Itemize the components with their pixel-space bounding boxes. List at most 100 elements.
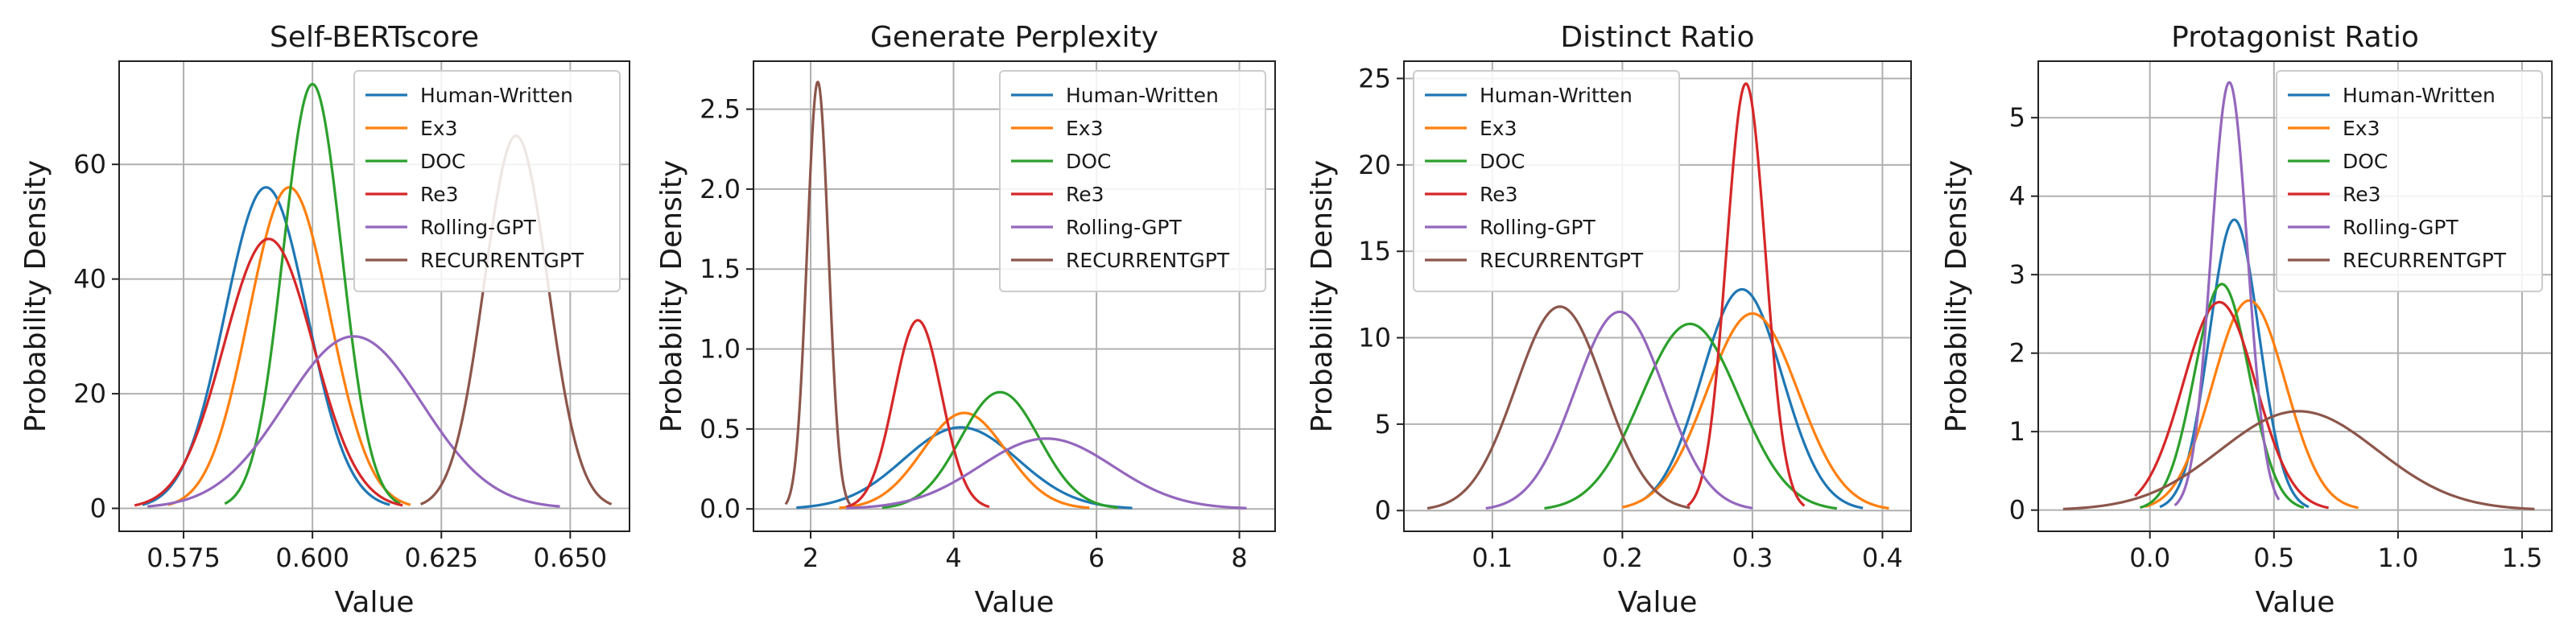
legend-label: RECURRENTGPT	[1480, 249, 1644, 272]
series-line-re3	[134, 237, 403, 507]
x-tick-label: 0.650	[534, 543, 608, 573]
y-axis-label: Probability Density	[655, 160, 688, 433]
y-tick-label: 10	[1358, 323, 1391, 353]
legend-box	[1413, 70, 1680, 292]
y-tick-label: 20	[1358, 150, 1391, 180]
legend: Human-Written Ex3 DOC Re3 Rolling-GPT RECURRE…	[1413, 70, 1680, 292]
x-tick-label: 1.0	[2377, 543, 2418, 573]
legend: Human-Written Ex3 DOC Re3 Rolling-GPT RECURRE…	[2276, 70, 2543, 292]
y-tick-label: 0	[1375, 495, 1391, 526]
series-line-rolling-gpt	[846, 437, 1247, 510]
y-tick-label: 60	[73, 149, 106, 180]
series-line-doc	[881, 390, 1118, 510]
x-tick-label: 0.625	[404, 543, 478, 573]
series-line-ex3	[167, 186, 411, 506]
series-line-recurrentgpt	[784, 80, 852, 506]
x-axis-label: Value	[1618, 586, 1698, 619]
series-curves	[1426, 82, 1889, 510]
y-tick-label: 0	[2009, 495, 2025, 526]
series-line-re3	[2134, 300, 2329, 510]
y-tick-label: 1.0	[700, 334, 741, 365]
legend-label: Ex3	[1066, 117, 1104, 140]
legend-box	[2276, 70, 2543, 292]
x-tick-label: 0.0	[2129, 543, 2170, 573]
x-tick-label: 0.4	[1862, 543, 1903, 573]
y-tick-label: 4	[2009, 181, 2025, 212]
legend-label: RECURRENTGPT	[1066, 249, 1230, 272]
series-line-doc	[2139, 283, 2305, 510]
plot-frame	[2037, 60, 2553, 532]
legend-label: Human-Written	[2343, 84, 2496, 107]
x-tick-label: 4	[945, 543, 961, 573]
legend-label: Rolling-GPT	[1066, 216, 1182, 239]
series-line-recurrentgpt	[2062, 410, 2535, 510]
legend-label: Re3	[420, 183, 459, 206]
series-line-doc	[1544, 322, 1838, 510]
x-tick-label: 1.5	[2502, 543, 2543, 573]
series-line-re3	[1686, 82, 1806, 507]
y-axis-label: Probability Density	[1306, 160, 1339, 433]
y-tick-label: 1	[2009, 416, 2025, 447]
chart-panel-3: 0.1 0.2 0.3 0.4 0 5 10 15 20 25 Distinct Ratio Valu…	[1306, 21, 1912, 619]
legend-label: RECURRENTGPT	[420, 249, 584, 272]
legend-label: Rolling-GPT	[2343, 216, 2458, 239]
x-tick-label: 6	[1088, 543, 1104, 573]
y-tick-label: 0.0	[700, 493, 741, 524]
legend-label: Human-Written	[1480, 84, 1633, 107]
y-tick-label: 2	[2009, 338, 2025, 369]
chart-title: Generate Perplexity	[870, 21, 1158, 54]
series-line-doc	[224, 82, 401, 506]
x-tick-label: 0.575	[147, 543, 221, 573]
y-tick-label: 5	[1375, 409, 1391, 440]
series-line-ex3	[1622, 312, 1889, 510]
legend-label: Ex3	[1480, 117, 1517, 140]
series-line-human-written	[2159, 218, 2310, 509]
legend-box	[353, 70, 621, 292]
legend-label: Human-Written	[420, 84, 573, 107]
legend-label: Rolling-GPT	[1480, 216, 1596, 239]
y-tick-label: 3	[2009, 259, 2025, 290]
y-tick-label: 5	[2009, 102, 2025, 133]
y-axis-label: Probability Density	[19, 160, 52, 433]
legend-label: Re3	[1480, 183, 1518, 206]
legend-label: Ex3	[420, 117, 458, 140]
x-tick-label: 0.2	[1602, 543, 1643, 573]
series-line-rolling-gpt	[1485, 310, 1753, 510]
x-tick-label: 0.600	[275, 543, 349, 573]
series-line-rolling-gpt	[2174, 80, 2281, 507]
legend-label: RECURRENTGPT	[2343, 249, 2507, 272]
y-tick-label: 2.0	[700, 174, 741, 204]
legend-box	[999, 70, 1266, 292]
chart-title: Distinct Ratio	[1560, 21, 1754, 54]
chart-title: Self-BERTscore	[270, 21, 479, 54]
chart-title: Protagonist Ratio	[2171, 21, 2419, 54]
series-line-recurrentgpt	[1426, 305, 1690, 510]
x-tick-label: 0.5	[2253, 543, 2294, 573]
series-curves	[784, 80, 1247, 510]
series-line-human-written	[796, 426, 1133, 510]
y-tick-label: 0.5	[700, 414, 741, 444]
x-tick-label: 0.1	[1472, 543, 1513, 573]
y-tick-label: 25	[1358, 63, 1391, 93]
legend: Human-Written Ex3 DOC Re3 Rolling-GPT RECURRE…	[353, 70, 621, 292]
series-line-re3	[845, 319, 990, 509]
legend-label: Re3	[1066, 183, 1104, 206]
legend-label: DOC	[420, 150, 465, 173]
series-line-ex3	[839, 411, 1090, 510]
y-tick-label: 20	[73, 378, 106, 409]
series-line-human-written	[1641, 287, 1864, 510]
x-axis-label: Value	[335, 586, 415, 619]
chart-panel-4: 0.0 0.5 1.0 1.5 0 1 2 3 4 5 Protagonist Ratio Value…	[1940, 21, 2553, 619]
series-curves	[2062, 80, 2535, 510]
plot-frame	[753, 60, 1276, 532]
legend-label: Re3	[2343, 183, 2381, 206]
plot-frame	[118, 60, 630, 532]
legend-label: Ex3	[2343, 117, 2380, 140]
legend-label: DOC	[2343, 150, 2388, 173]
legend-label: DOC	[1066, 150, 1111, 173]
series-line-rolling-gpt	[147, 335, 560, 508]
legend-label: Rolling-GPT	[420, 216, 536, 239]
legend: Human-Written Ex3 DOC Re3 Rolling-GPT RECURRE…	[999, 70, 1266, 292]
x-tick-label: 0.3	[1732, 543, 1773, 573]
